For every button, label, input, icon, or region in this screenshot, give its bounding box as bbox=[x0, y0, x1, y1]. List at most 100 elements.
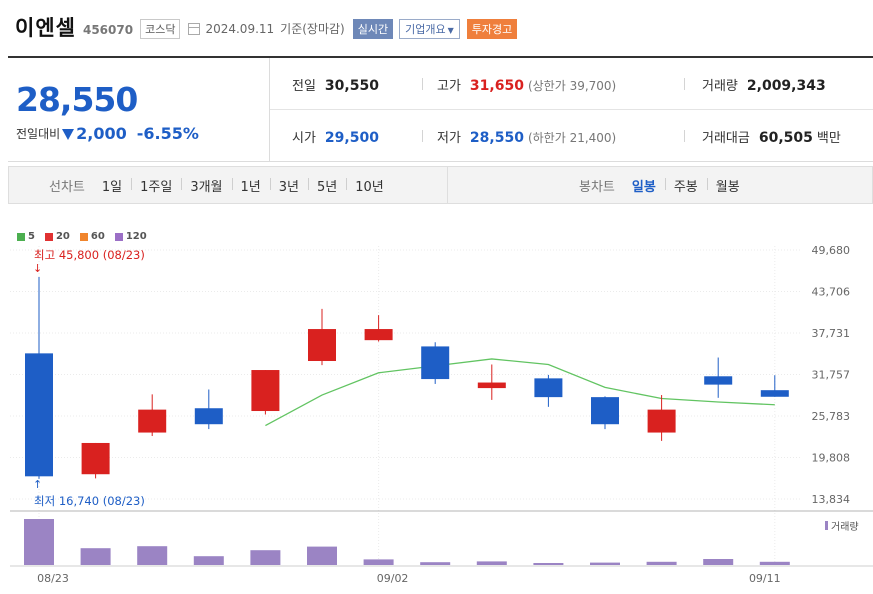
tab-line-2[interactable]: 3개월 bbox=[181, 176, 231, 195]
divider bbox=[422, 130, 423, 142]
open-cell: 시가 29,500 bbox=[292, 127, 379, 146]
candle-body bbox=[534, 378, 563, 398]
legend-label: 120 bbox=[125, 231, 147, 242]
open-value: 29,500 bbox=[324, 130, 379, 146]
chart-period-tabs: 선차트 1일 1주일 3개월 1년 3년 5년 10년 봉차트 일봉 주봉 월봉 bbox=[8, 166, 873, 204]
volume-bar bbox=[80, 548, 111, 565]
change-label: 전일대비 bbox=[16, 127, 61, 141]
stock-code: 456070 bbox=[82, 22, 134, 37]
market-badge: 코스닥 bbox=[140, 18, 181, 39]
volume-legend-swatch bbox=[825, 521, 828, 530]
legend-swatch bbox=[114, 232, 123, 241]
volume-bar bbox=[363, 559, 394, 565]
volume-bar bbox=[646, 561, 677, 565]
low-cell: 저가 28,550 (하한가 21,400) bbox=[437, 127, 616, 146]
volume-bar bbox=[307, 546, 337, 565]
tab-candle-2[interactable]: 월봉 bbox=[706, 176, 749, 195]
prev-close-value: 30,550 bbox=[324, 78, 379, 94]
legend-swatch bbox=[17, 232, 25, 241]
y-tick-label: 19,808 bbox=[812, 452, 851, 465]
legend-label: 60 bbox=[90, 231, 105, 242]
change-percent: -6.55% bbox=[136, 124, 199, 143]
down-arrow-icon: ↓ bbox=[33, 262, 42, 275]
volume-bar bbox=[137, 546, 168, 565]
up-arrow-icon: ↑ bbox=[33, 478, 42, 491]
x-tick-label: 08/23 bbox=[37, 572, 69, 585]
x-tick-label: 09/02 bbox=[377, 572, 409, 585]
high-cell: 고가 31,650 (상한가 39,700) bbox=[437, 75, 616, 94]
prev-close-cell: 전일 30,550 bbox=[292, 75, 379, 94]
chevron-down-icon: ▼ bbox=[447, 25, 454, 35]
volume-bar bbox=[590, 562, 620, 565]
high-value: 31,650 bbox=[469, 78, 524, 94]
amount-value: 60,505 bbox=[758, 130, 813, 146]
legend-swatch bbox=[44, 232, 53, 241]
candle-body bbox=[364, 329, 393, 341]
volume-bar bbox=[24, 519, 54, 565]
amount-unit: 백만 bbox=[816, 131, 841, 146]
down-triangle-icon bbox=[62, 129, 75, 140]
y-tick-label: 37,731 bbox=[812, 327, 851, 340]
upper-limit: (상한가 39,700) bbox=[527, 79, 617, 93]
x-tick-label: 09/11 bbox=[749, 572, 781, 585]
legend-item: 60 bbox=[79, 231, 105, 242]
divider bbox=[447, 167, 448, 203]
candle-body bbox=[25, 353, 53, 477]
tab-line-1[interactable]: 1주일 bbox=[131, 176, 181, 195]
chart-legend: 5 20 60 120 bbox=[17, 231, 147, 242]
candle-body bbox=[760, 390, 789, 397]
volume-bar bbox=[193, 556, 224, 565]
company-info-dropdown[interactable]: 기업개요 ▼ bbox=[399, 18, 460, 39]
legend-label: 5 bbox=[28, 231, 35, 242]
price-panel: 28,550 전일대비 2,000 -6.55% 전일 30,550 고가 31… bbox=[8, 56, 873, 162]
tab-line-0[interactable]: 1일 bbox=[101, 179, 123, 195]
current-price-box: 28,550 전일대비 2,000 -6.55% bbox=[8, 58, 270, 162]
tab-line-3[interactable]: 1년 bbox=[231, 176, 270, 195]
y-tick-label: 43,706 bbox=[812, 286, 851, 299]
price-change: 전일대비 2,000 -6.55% bbox=[16, 124, 199, 143]
line-chart-label: 선차트 bbox=[49, 179, 85, 195]
tab-line-6[interactable]: 10년 bbox=[346, 176, 393, 195]
candle-body bbox=[704, 376, 733, 385]
tab-line-4[interactable]: 3년 bbox=[269, 176, 308, 195]
tab-candle-1[interactable]: 주봉 bbox=[664, 176, 707, 195]
candle-chart-label: 봉차트 bbox=[579, 179, 615, 195]
open-label: 시가 bbox=[292, 131, 316, 146]
prev-close-label: 전일 bbox=[292, 79, 316, 94]
y-tick-label: 49,680 bbox=[812, 244, 851, 257]
divider bbox=[684, 130, 685, 142]
candle-body bbox=[591, 397, 619, 425]
candle-body bbox=[647, 409, 676, 433]
price-row-2: 시가 29,500 저가 28,550 (하한가 21,400) 거래대금 60… bbox=[270, 110, 873, 162]
low-value: 28,550 bbox=[469, 130, 524, 146]
low-label: 저가 bbox=[437, 131, 461, 146]
realtime-button[interactable]: 실시간 bbox=[352, 18, 394, 39]
change-value: 2,000 bbox=[76, 124, 127, 143]
y-tick-label: 13,834 bbox=[812, 493, 851, 506]
tab-line-5[interactable]: 5년 bbox=[308, 176, 346, 195]
calendar-icon bbox=[188, 23, 201, 35]
volume-legend-label: 거래량 bbox=[831, 521, 859, 533]
candle-body bbox=[251, 370, 280, 412]
volume-bar bbox=[420, 562, 451, 565]
candle-chart-tabs: 봉차트 일봉 주봉 월봉 bbox=[579, 167, 749, 203]
ma5-line bbox=[265, 358, 775, 427]
amount-label: 거래대금 bbox=[702, 131, 750, 146]
volume-label: 거래량 bbox=[702, 79, 738, 94]
legend-item: 5 bbox=[17, 231, 35, 242]
volume-value: 2,009,343 bbox=[746, 78, 826, 94]
min-price-label: 최저 16,740 (08/23) bbox=[34, 494, 145, 508]
volume-bar bbox=[703, 559, 734, 565]
candle-body bbox=[81, 442, 110, 475]
volume-bar bbox=[533, 563, 564, 565]
lower-limit: (하한가 21,400) bbox=[527, 131, 617, 145]
divider bbox=[422, 78, 423, 90]
tab-candle-0[interactable]: 일봉 bbox=[631, 179, 656, 195]
candle-body bbox=[194, 408, 223, 425]
volume-cell: 거래량 2,009,343 bbox=[702, 75, 826, 94]
legend-item: 20 bbox=[44, 231, 70, 242]
candle-body bbox=[308, 329, 336, 362]
candle-body bbox=[477, 382, 506, 389]
volume-bar bbox=[759, 561, 790, 565]
quote-basis: 기준(장마감) bbox=[280, 22, 345, 36]
